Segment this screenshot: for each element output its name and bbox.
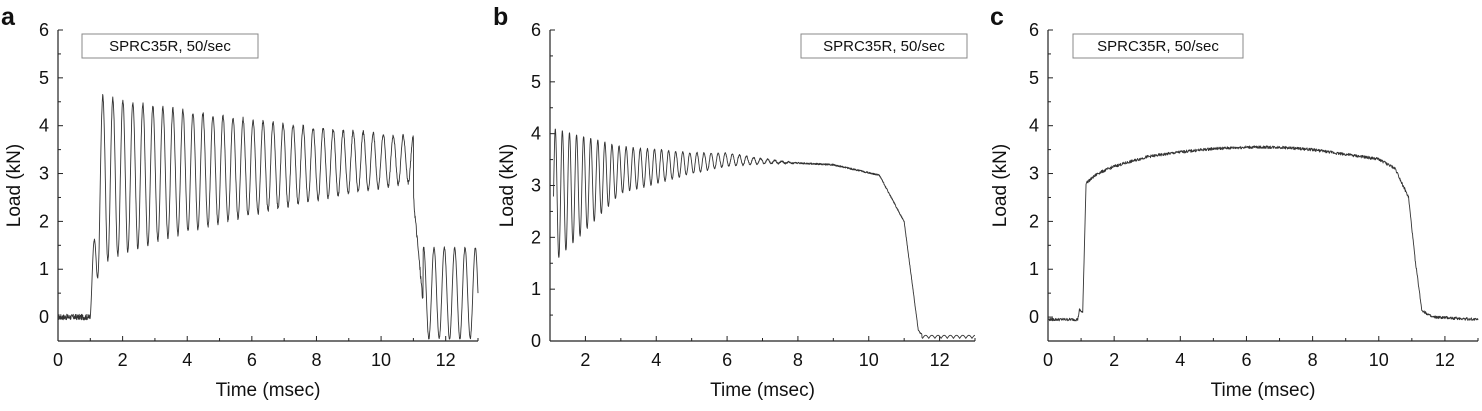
legend-label: SPRC35R, 50/sec: [1097, 38, 1219, 55]
y-tick-label: 0: [1029, 307, 1039, 327]
x-tick-label: 12: [436, 350, 456, 370]
x-tick-label: 12: [930, 350, 950, 370]
x-tick-label: 4: [182, 350, 192, 370]
x-tick-label: 4: [1175, 350, 1185, 370]
y-tick-label: 4: [1029, 116, 1039, 136]
y-tick-label: 2: [39, 211, 49, 231]
x-tick-label: 6: [722, 350, 732, 370]
x-tick-label: 8: [311, 350, 321, 370]
panel-letter: b: [493, 3, 508, 31]
x-axis-title: Time (msec): [216, 380, 321, 401]
panel-letter: a: [1, 3, 16, 31]
y-tick-label: 2: [531, 227, 541, 247]
y-tick-label: 0: [531, 331, 541, 351]
x-tick-label: 6: [247, 350, 257, 370]
y-tick-label: 6: [531, 20, 541, 40]
y-tick-label: 3: [39, 164, 49, 184]
y-tick-label: 1: [39, 259, 49, 279]
x-tick-label: 8: [1308, 350, 1318, 370]
x-tick-label: 8: [793, 350, 803, 370]
y-tick-label: 2: [1029, 211, 1039, 231]
x-tick-label: 4: [651, 350, 661, 370]
x-tick-label: 10: [371, 350, 391, 370]
legend-box: [1072, 33, 1244, 59]
y-tick-label: 5: [531, 72, 541, 92]
y-tick-label: 5: [39, 68, 49, 88]
y-tick-label: 6: [39, 20, 49, 40]
series-line: [57, 93, 479, 340]
legend-box: [81, 33, 259, 59]
series-line: [1047, 145, 1479, 322]
y-tick-label: 5: [1029, 68, 1039, 88]
x-axis-title: Time (msec): [1211, 380, 1316, 401]
y-tick-label: 4: [39, 116, 49, 136]
x-tick-label: 10: [1369, 350, 1389, 370]
x-tick-label: 2: [118, 350, 128, 370]
y-tick-label: 1: [531, 279, 541, 299]
y-tick-label: 4: [531, 124, 541, 144]
y-axis-title: Load (kN): [990, 144, 1011, 227]
x-tick-label: 6: [1241, 350, 1251, 370]
x-axis-title: Time (msec): [710, 380, 815, 401]
y-tick-label: 3: [531, 176, 541, 196]
x-tick-label: 0: [1043, 350, 1053, 370]
y-tick-label: 0: [39, 307, 49, 327]
x-tick-label: 0: [53, 350, 63, 370]
series-line: [553, 128, 976, 339]
x-tick-label: 12: [1435, 350, 1455, 370]
legend-label: SPRC35R, 50/sec: [109, 38, 231, 55]
x-tick-label: 10: [859, 350, 879, 370]
y-tick-label: 6: [1029, 20, 1039, 40]
y-tick-label: 1: [1029, 259, 1039, 279]
legend-box: [800, 33, 968, 59]
x-tick-label: 2: [580, 350, 590, 370]
panel-letter: c: [990, 3, 1004, 31]
y-axis-title: Load (kN): [497, 144, 518, 227]
legend-label: SPRC35R, 50/sec: [823, 38, 945, 55]
x-tick-label: 2: [1109, 350, 1119, 370]
y-axis-title: Load (kN): [4, 144, 25, 227]
y-tick-label: 3: [1029, 164, 1039, 184]
